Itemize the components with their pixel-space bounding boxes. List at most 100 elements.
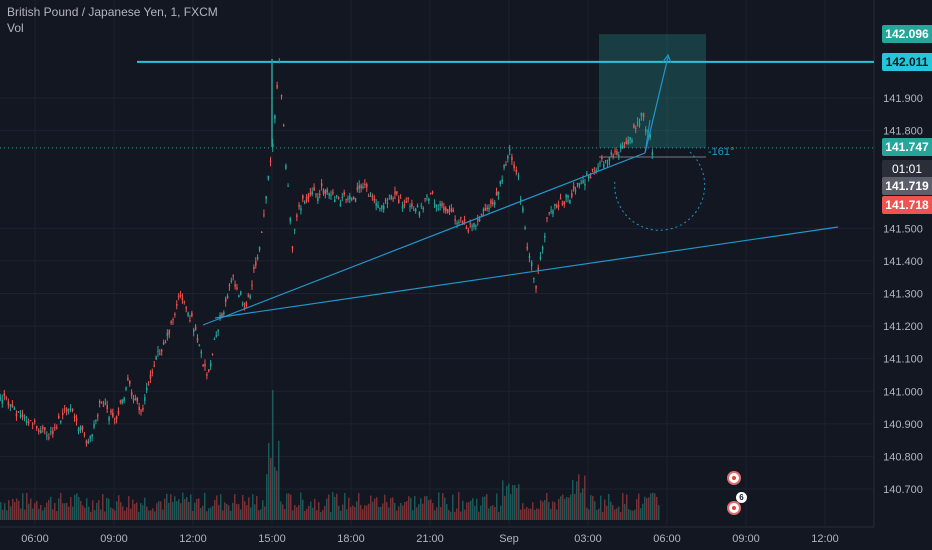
- volume-bar: [16, 498, 18, 520]
- volume-bar: [458, 492, 460, 520]
- candle-body: [360, 185, 362, 188]
- volume-bar: [342, 504, 344, 520]
- volume-bar: [2, 509, 4, 520]
- candle-body: [144, 397, 146, 401]
- volume-bar: [32, 508, 34, 520]
- volume-bar: [544, 499, 546, 520]
- candle-body: [311, 191, 313, 195]
- candle-body: [149, 374, 152, 379]
- alert-count-badge: 6: [736, 492, 747, 503]
- candle-body: [572, 185, 575, 190]
- volume-bar: [430, 499, 432, 520]
- candle-body: [265, 196, 267, 199]
- volume-bar: [174, 496, 176, 520]
- volume-bar: [212, 505, 214, 520]
- volume-bar: [548, 501, 550, 520]
- volume-bar: [96, 502, 98, 520]
- volume-bar: [188, 501, 190, 520]
- candle-body: [621, 145, 624, 149]
- candle-body: [480, 213, 483, 216]
- volume-bar: [206, 511, 208, 520]
- volume-bar: [284, 509, 286, 520]
- volume-bar: [588, 509, 590, 520]
- volume-bar: [184, 498, 186, 520]
- volume-bar: [486, 494, 488, 520]
- candle-body: [398, 199, 400, 203]
- time-tick-label: 12:00: [811, 533, 839, 545]
- candle-body: [278, 60, 281, 63]
- candle-body: [618, 155, 620, 157]
- volume-bar: [118, 495, 120, 520]
- volume-bar: [62, 503, 64, 520]
- candle-body: [162, 342, 165, 345]
- volume-bar: [292, 510, 294, 520]
- volume-bar: [552, 501, 554, 520]
- candle-body: [409, 206, 411, 208]
- time-tick-label: 03:00: [574, 533, 602, 545]
- candle-body: [362, 186, 364, 189]
- volume-bar: [274, 466, 276, 520]
- candle-body: [533, 277, 535, 280]
- candle-body: [612, 155, 614, 157]
- volume-bar: [108, 498, 110, 520]
- volume-bar: [372, 501, 374, 520]
- symbol-title[interactable]: British Pound / Japanese Yen, 1, FXCM: [7, 5, 218, 19]
- volume-bar: [606, 505, 608, 520]
- candle-body: [226, 295, 229, 299]
- volume-bar: [466, 502, 468, 520]
- volume-bar: [104, 511, 106, 520]
- volume-bar: [266, 474, 268, 520]
- candle-body: [313, 187, 315, 191]
- candle-body: [565, 194, 567, 198]
- volume-bar: [610, 501, 612, 520]
- candle-body: [258, 247, 261, 250]
- candle-body: [102, 405, 105, 407]
- volume-bar: [160, 501, 162, 520]
- volume-bar: [318, 502, 320, 520]
- volume-bar: [614, 509, 616, 520]
- candle-body: [524, 227, 526, 229]
- volume-bar: [390, 498, 392, 520]
- volume-bar: [246, 505, 248, 520]
- volume-bar: [138, 511, 140, 520]
- volume-bar: [648, 497, 650, 520]
- candle-body: [371, 196, 374, 198]
- volume-label[interactable]: Vol: [7, 21, 24, 35]
- candle-body: [636, 121, 639, 123]
- alert-marker-stack-icon[interactable]: [727, 501, 741, 515]
- candle-body: [420, 205, 423, 207]
- candle-body: [467, 230, 470, 232]
- candle-body: [413, 209, 415, 211]
- volume-bar: [490, 506, 492, 520]
- candle-body: [326, 189, 329, 193]
- trendline-upper: [202, 152, 646, 326]
- volume-bar: [28, 503, 30, 520]
- candle-body: [166, 332, 169, 337]
- volume-bar: [522, 503, 524, 520]
- volume-bar: [46, 502, 48, 520]
- volume-bar: [572, 479, 574, 520]
- volume-bar: [416, 507, 418, 520]
- volume-bar: [392, 497, 394, 520]
- chart-header: British Pound / Japanese Yen, 1, FXCM Vo…: [7, 4, 218, 36]
- alert-marker-icon[interactable]: [727, 471, 741, 485]
- candle-body: [117, 410, 120, 415]
- volume-bar: [132, 499, 134, 520]
- volume-bar: [26, 492, 28, 520]
- candle-body: [381, 205, 383, 209]
- volume-bar: [94, 510, 96, 520]
- volume-bar: [214, 500, 216, 520]
- candle-body: [291, 246, 294, 249]
- candle-body: [645, 129, 647, 132]
- volume-bar: [316, 510, 318, 520]
- candle-body: [330, 194, 332, 196]
- candle-body: [411, 203, 413, 207]
- candle-body: [354, 197, 357, 202]
- volume-bar: [194, 502, 196, 520]
- volume-bar: [528, 508, 530, 520]
- candle-body: [198, 344, 201, 346]
- candle-body: [373, 198, 376, 201]
- volume-bar: [226, 503, 228, 520]
- candle-body: [638, 123, 641, 126]
